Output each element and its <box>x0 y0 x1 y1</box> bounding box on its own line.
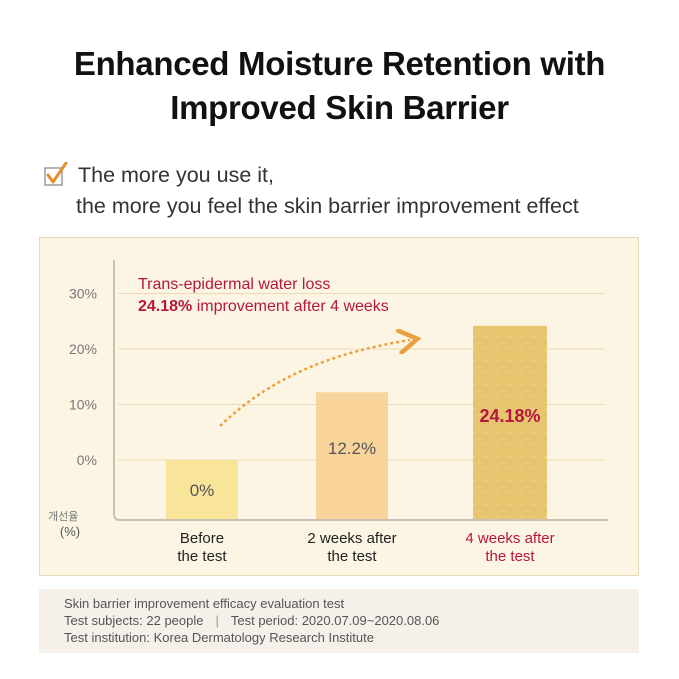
axis-line <box>113 260 608 521</box>
y-axis-label: 개선율 <box>48 510 78 523</box>
claim-line-2: the more you feel the skin barrier impro… <box>76 194 579 218</box>
footnote-period: Test period: 2020.07.09~2020.08.06 <box>230 613 440 628</box>
y-tick-label: 30% <box>69 286 97 302</box>
title-line-1: Enhanced Moisture Retention with <box>73 45 606 82</box>
footnote-subjects: Test subjects: 22 people <box>64 613 204 628</box>
title-line-2: Improved Skin Barrier <box>170 89 509 126</box>
x-tick-label: 4 weeks after <box>465 530 554 547</box>
x-tick-label: Before <box>180 530 224 547</box>
annotation-rest: improvement after 4 weeks <box>192 298 389 315</box>
y-tick-label: 20% <box>69 341 97 357</box>
chart-panel: 30% 20% 10% 0% 0% Before the test 12.2% 2 weeks… <box>39 237 639 576</box>
bar <box>316 392 388 520</box>
x-tick-label: the test <box>177 548 227 565</box>
bar-value-label: 24.18% <box>479 406 540 426</box>
footnote-line-3: Test institution: Korea Dermatology Rese… <box>64 630 374 645</box>
x-tick-label: the test <box>485 548 535 565</box>
footnote-line-2: Test subjects: 22 people | Test period: 20… <box>64 612 639 629</box>
y-tick-label: 0% <box>77 452 97 468</box>
bar <box>166 460 238 520</box>
study-footnote: Skin barrier improvement efficacy evalua… <box>39 589 639 653</box>
footnote-line-1: Skin barrier improvement efficacy evalua… <box>64 596 345 611</box>
bar-texture <box>473 325 547 520</box>
y-axis-unit: (%) <box>60 524 80 539</box>
trend-arrow <box>219 340 410 427</box>
page-title: Enhanced Moisture Retention with Improve… <box>0 42 679 130</box>
bar-value-label: 12.2% <box>328 439 376 458</box>
annotation-line-2: 24.18% improvement after 4 weeks <box>138 298 389 315</box>
x-tick-label: 2 weeks after <box>307 530 396 547</box>
annotation-highlight: 24.18% <box>138 298 192 315</box>
bar-value-label: 0% <box>190 481 215 500</box>
x-tick-label: the test <box>327 548 377 565</box>
footnote-separator: | <box>215 613 219 628</box>
y-tick-label: 10% <box>69 397 97 413</box>
claim-line-1: The more you use it, <box>78 163 274 187</box>
annotation-line-1: Trans-epidermal water loss <box>138 276 330 293</box>
check-icon <box>44 162 68 186</box>
